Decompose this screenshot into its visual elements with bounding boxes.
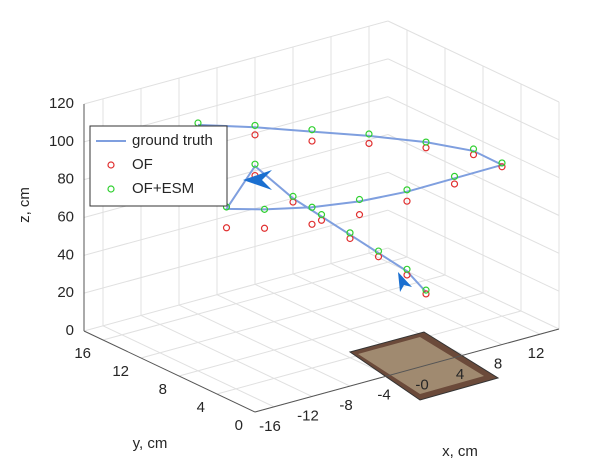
z-tick-label: 80 — [57, 171, 74, 188]
z-tick-label: 60 — [57, 208, 74, 225]
z-axis-label: z, cm — [16, 187, 33, 223]
legend-label: ground truth — [132, 132, 213, 149]
legend: ground truth OF OF+ESM — [90, 126, 227, 206]
legend-label: OF — [132, 156, 153, 173]
z-tick-label: 40 — [57, 246, 74, 263]
trajectory-point — [309, 221, 315, 227]
plot-area — [195, 120, 505, 297]
axis-line — [84, 331, 255, 412]
z-tick-label: 120 — [49, 95, 74, 112]
x-tick-label: -16 — [259, 418, 281, 435]
y-tick-label: 4 — [197, 399, 205, 416]
grid-line — [84, 248, 388, 331]
x-tick-label: -4 — [377, 387, 390, 404]
legend-label: OF+ESM — [132, 180, 194, 197]
trajectory-point — [357, 212, 363, 218]
z-tick-label: 0 — [66, 322, 74, 339]
y-axis-label: y, cm — [133, 435, 168, 452]
grid-line — [388, 172, 559, 253]
x-axis-label: x, cm — [442, 443, 478, 460]
x-tick-label: 12 — [528, 345, 545, 362]
x-tick-label: 8 — [494, 356, 502, 373]
y-tick-label: 12 — [112, 363, 129, 380]
trajectory-point — [309, 138, 315, 144]
trajectory-point — [262, 225, 268, 231]
y-tick-label: 0 — [235, 417, 243, 434]
trajectory-point — [452, 181, 458, 187]
grid-line — [388, 248, 559, 329]
x-tick-label: -0 — [415, 376, 428, 393]
trajectory-point — [224, 225, 230, 231]
y-tick-label: 8 — [159, 381, 167, 398]
grid-line — [388, 135, 559, 216]
chart: -16-12-8-4-048120481216020406080100120 z… — [0, 0, 606, 464]
x-tick-label: -8 — [339, 397, 352, 414]
x-tick-label: -12 — [297, 407, 319, 424]
grid-line — [84, 210, 388, 293]
grid-line — [388, 59, 559, 140]
z-tick-label: 100 — [49, 133, 74, 150]
grid-line — [388, 21, 559, 102]
trajectory-line — [198, 125, 502, 292]
grid-line — [388, 97, 559, 178]
y-tick-label: 16 — [74, 345, 91, 362]
x-tick-label: 4 — [456, 366, 464, 383]
z-tick-label: 20 — [57, 284, 74, 301]
grid-line — [84, 21, 388, 104]
